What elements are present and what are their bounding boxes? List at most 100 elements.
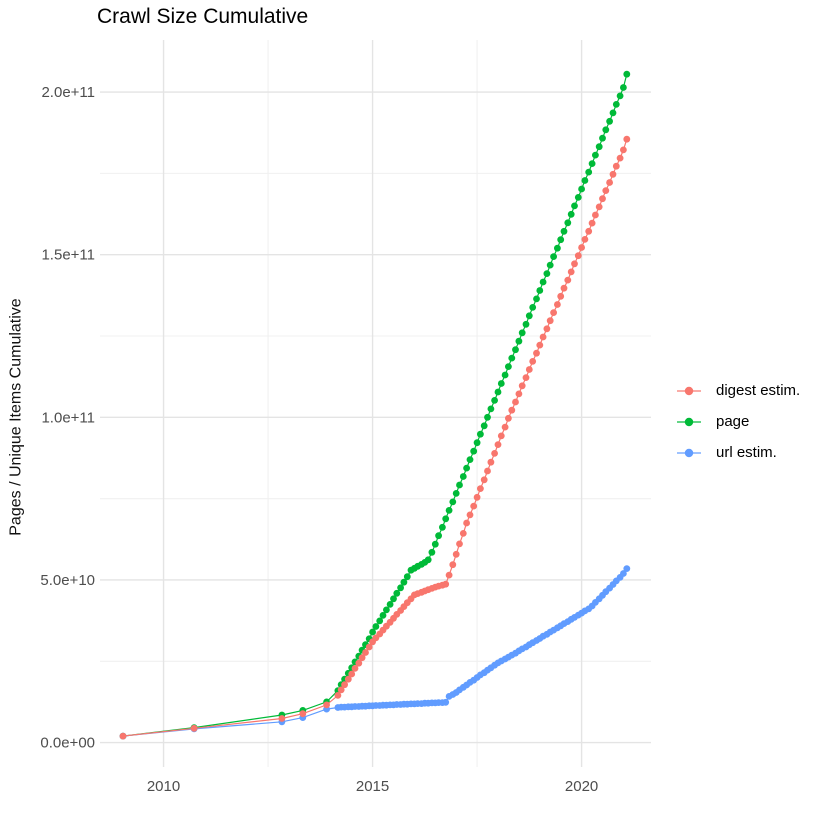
data-point	[581, 177, 589, 184]
data-point	[435, 532, 442, 540]
data-point	[365, 643, 373, 651]
data-point	[119, 732, 127, 740]
data-point	[484, 467, 491, 475]
legend-key-icon	[677, 417, 701, 426]
x-tick-label: 2010	[147, 778, 180, 795]
data-point	[578, 185, 585, 193]
data-point	[522, 374, 530, 381]
data-point	[564, 276, 572, 284]
data-point	[571, 202, 578, 210]
data-point	[470, 447, 478, 455]
x-tick-label: 2015	[356, 778, 389, 795]
data-point	[463, 519, 470, 527]
data-point	[452, 490, 460, 497]
y-tick-label: 1.0e+11	[41, 409, 95, 426]
legend-item: digest estim.	[672, 375, 800, 406]
data-point	[609, 170, 617, 178]
data-point	[612, 101, 620, 108]
data-point	[508, 354, 516, 362]
data-point	[386, 601, 394, 608]
data-point	[606, 117, 613, 125]
data-point	[578, 244, 585, 251]
data-point	[393, 589, 401, 597]
data-point	[543, 270, 551, 277]
data-point	[620, 84, 627, 91]
data-point	[369, 628, 376, 636]
data-point	[449, 561, 457, 569]
data-point	[567, 210, 575, 218]
data-point	[574, 194, 582, 201]
legend-label: digest estim.	[716, 382, 801, 399]
data-point	[428, 548, 436, 556]
data-point	[439, 523, 446, 531]
data-point	[554, 244, 561, 252]
data-point	[190, 724, 198, 732]
legend-key-icon	[677, 448, 701, 457]
data-point	[585, 227, 593, 235]
data-point	[567, 268, 575, 276]
data-point	[592, 211, 599, 219]
data-point	[445, 571, 453, 579]
legend-label: page	[716, 413, 750, 430]
data-point	[442, 580, 450, 588]
data-point	[536, 287, 544, 294]
data-point	[372, 623, 380, 630]
data-point	[543, 325, 551, 333]
data-point	[505, 363, 512, 370]
data-point	[620, 570, 627, 577]
data-point	[518, 382, 526, 390]
data-point	[533, 295, 540, 303]
data-point	[581, 236, 589, 243]
data-point	[539, 333, 547, 341]
data-point	[497, 380, 505, 387]
data-point	[515, 390, 523, 398]
legend-item: page	[672, 406, 800, 437]
data-point	[480, 476, 488, 484]
y-tick-label: 5.0e+10	[40, 572, 95, 589]
data-point	[494, 441, 502, 448]
data-point	[477, 485, 484, 492]
data-point	[525, 312, 533, 320]
data-point	[390, 595, 397, 603]
data-point	[487, 458, 495, 466]
data-point	[456, 540, 463, 548]
data-point	[424, 556, 432, 564]
data-point	[449, 498, 457, 506]
data-point	[546, 317, 554, 325]
data-point	[459, 473, 467, 480]
data-point	[620, 146, 627, 154]
data-point	[592, 151, 599, 159]
data-point	[379, 612, 387, 619]
data-point	[564, 219, 572, 227]
data-point	[452, 550, 460, 558]
data-point	[445, 507, 453, 514]
data-point	[299, 710, 307, 718]
data-point	[546, 261, 554, 269]
data-point	[550, 309, 557, 316]
data-point	[278, 715, 286, 722]
data-point	[334, 692, 342, 699]
data-point	[487, 405, 495, 413]
data-point	[539, 278, 547, 286]
data-point	[351, 665, 359, 672]
data-point	[512, 346, 519, 354]
data-point	[623, 135, 631, 143]
data-point	[431, 540, 439, 548]
data-point	[616, 154, 624, 162]
data-point	[456, 481, 463, 489]
data-point	[623, 70, 631, 78]
data-point	[599, 195, 606, 203]
data-point	[491, 397, 498, 404]
data-point	[529, 358, 537, 365]
data-point	[403, 573, 411, 581]
data-point	[491, 450, 498, 457]
legend: digest estim. page url estim.	[672, 375, 800, 468]
data-point	[595, 203, 603, 211]
data-point	[473, 439, 481, 447]
y-tick-label: 1.5e+11	[41, 247, 95, 264]
data-point	[508, 406, 516, 414]
legend-item: url estim.	[672, 437, 800, 468]
data-point	[358, 654, 366, 662]
